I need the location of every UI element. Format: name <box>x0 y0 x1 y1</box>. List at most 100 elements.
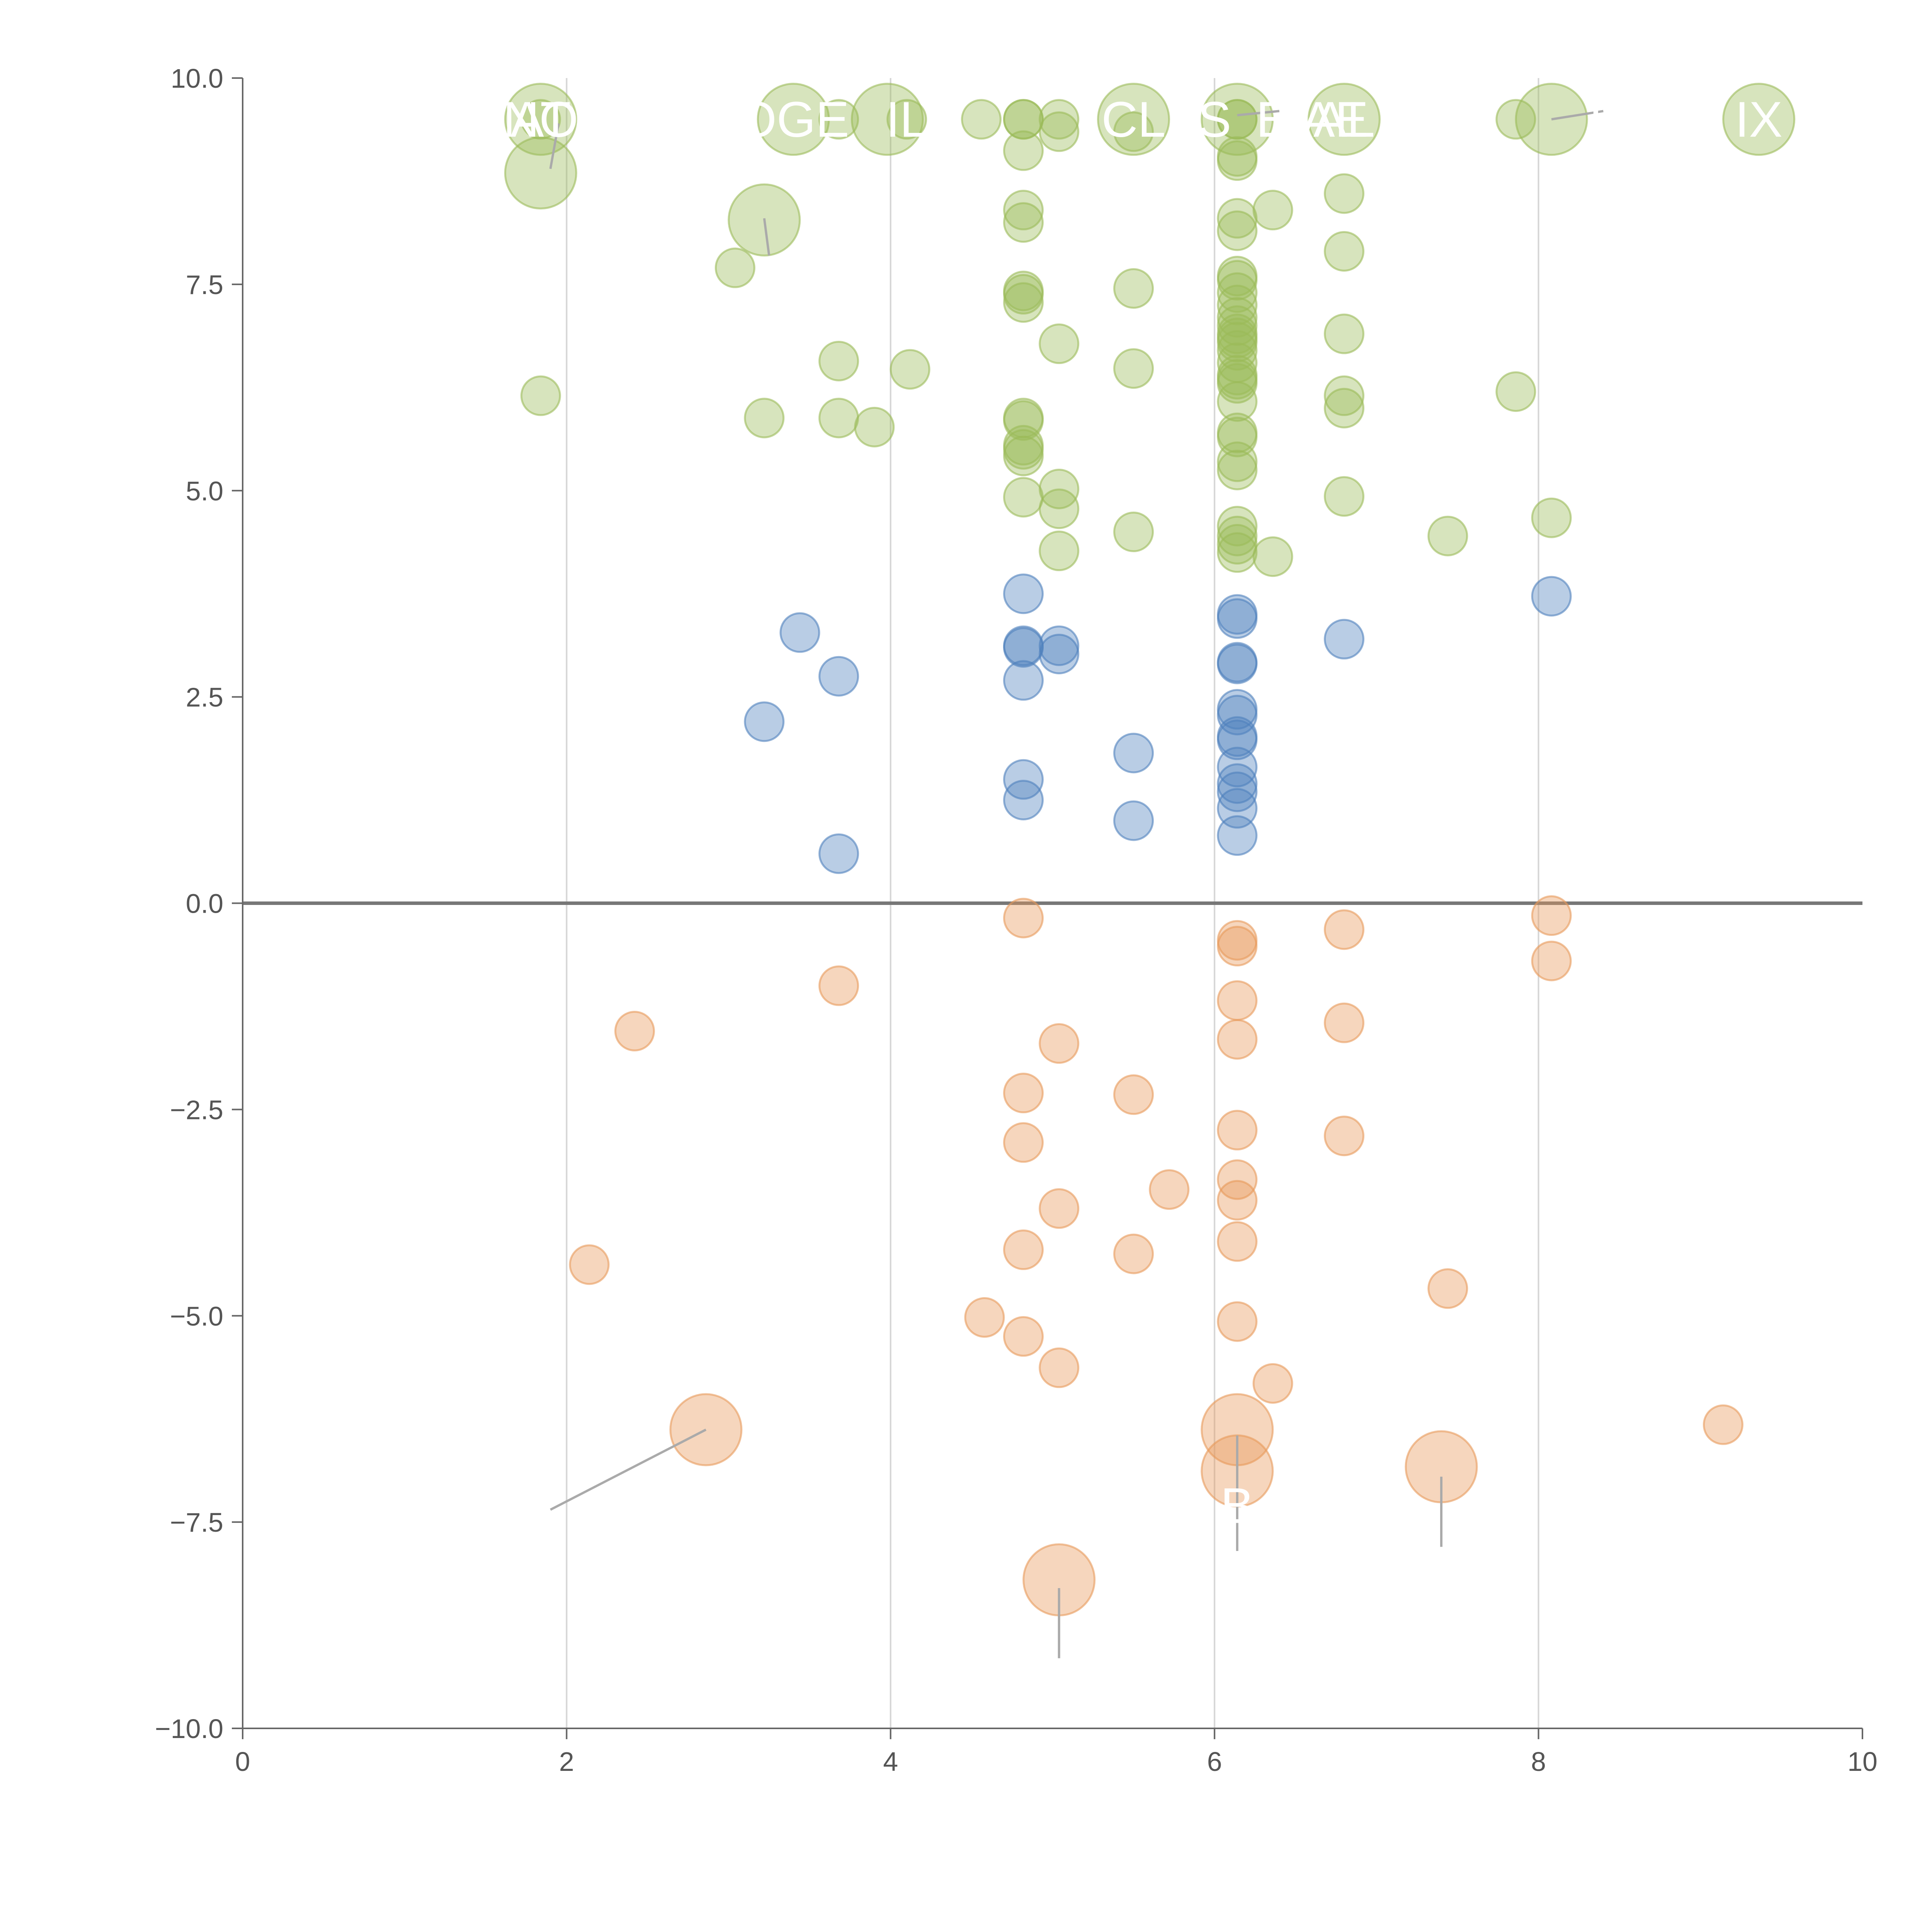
annotation-leader-line <box>549 123 560 169</box>
y-tick-label: 0.0 <box>186 889 223 919</box>
data-point-green <box>1217 140 1258 181</box>
data-point-blue <box>1039 625 1080 666</box>
data-point-blue <box>744 701 785 742</box>
data-point-blue <box>1217 695 1258 736</box>
data-point-green <box>1217 198 1258 239</box>
data-point-orange <box>1113 1233 1154 1274</box>
y-tick-label: −7.5 <box>170 1507 223 1537</box>
data-point-green <box>961 99 1002 140</box>
data-point-green <box>1324 375 1365 416</box>
data-point-green <box>1003 202 1044 243</box>
data-point-orange <box>1039 1023 1080 1064</box>
data-point-green <box>1217 441 1258 482</box>
data-point-orange <box>964 1297 1005 1338</box>
data-point-green-large <box>504 136 577 210</box>
y-tick-label: −10.0 <box>155 1714 223 1744</box>
data-point-green <box>1324 173 1365 214</box>
data-point-blue <box>1217 771 1258 812</box>
data-point-orange <box>1217 1019 1258 1060</box>
data-point-orange <box>1039 1347 1080 1388</box>
data-point-orange <box>818 965 859 1006</box>
data-point-green <box>1217 524 1258 565</box>
data-point-green <box>818 398 859 439</box>
annotation-label: AL <box>1313 91 1375 148</box>
data-point-green <box>1217 515 1258 556</box>
x-tick-label: 4 <box>883 1747 898 1777</box>
annotation-leader-line <box>550 1429 707 1511</box>
x-tick-label: 6 <box>1207 1747 1222 1777</box>
data-point-green-large <box>757 83 830 156</box>
annotation-label: AT <box>510 91 571 148</box>
data-point-orange <box>1217 980 1258 1021</box>
data-point-orange <box>1003 1229 1044 1270</box>
data-point-orange <box>1702 1404 1743 1445</box>
data-point-green <box>1003 190 1044 231</box>
data-point-green <box>1113 268 1154 309</box>
data-point-blue <box>818 833 859 874</box>
series-orange <box>569 895 1743 1445</box>
data-point-orange <box>1113 1074 1154 1115</box>
data-point-orange <box>1217 1301 1258 1342</box>
data-point-orange <box>1003 1122 1044 1163</box>
data-point-green <box>1113 348 1154 389</box>
data-point-green <box>1217 381 1258 422</box>
annotation-label: E <box>1256 91 1290 148</box>
data-point-green-large <box>1097 83 1170 156</box>
annotation-label: IL <box>886 91 928 148</box>
series-orange-large <box>669 1393 1478 1617</box>
annotation-label: B <box>1221 1477 1254 1534</box>
data-point-orange <box>1531 895 1572 936</box>
data-point-green <box>1217 449 1258 490</box>
x-tick-label: 0 <box>235 1747 250 1777</box>
data-point-orange <box>1003 1316 1044 1357</box>
y-tick-label: 5.0 <box>186 476 223 506</box>
annotation-label: L <box>1589 91 1617 148</box>
data-point-blue <box>1217 815 1258 856</box>
data-point-green <box>1217 363 1258 404</box>
y-tick-label: 10.0 <box>171 63 223 94</box>
data-point-orange <box>1217 1159 1258 1200</box>
data-point-green <box>714 247 755 288</box>
data-point-green-large <box>1515 83 1588 156</box>
data-point-green <box>1324 313 1365 354</box>
data-point-blue <box>1039 634 1080 675</box>
data-point-green <box>1324 476 1365 517</box>
data-point-orange <box>1531 940 1572 981</box>
x-tick-label: 8 <box>1531 1747 1546 1777</box>
y-tick-label: −2.5 <box>170 1095 223 1125</box>
data-point-green <box>1003 274 1044 315</box>
data-point-green <box>1217 260 1258 301</box>
data-point-green <box>1003 435 1044 476</box>
data-point-green <box>1252 190 1293 231</box>
annotation-leader-line <box>1551 110 1604 121</box>
series-blue <box>744 573 1572 874</box>
data-point-green <box>1113 111 1154 152</box>
data-point-green <box>1217 99 1258 140</box>
tick-labels: 10.0 7.5 5.0 2.5 0.0 −2.5 −5.0 −7.5 −10.0 0 2 4 6 8 10 <box>155 63 1878 1777</box>
data-point-blue <box>1003 573 1044 614</box>
data-point-orange <box>1427 1268 1468 1309</box>
data-point-orange <box>1217 1110 1258 1151</box>
data-point-green <box>1252 536 1293 577</box>
data-points <box>504 83 1796 1617</box>
data-point-green <box>1039 488 1080 529</box>
data-point-green-large <box>504 83 577 156</box>
data-point-blue <box>1003 627 1044 668</box>
data-point-orange <box>1217 926 1258 967</box>
y-tick-label: −5.0 <box>170 1301 223 1331</box>
y-tick-label: 2.5 <box>186 682 223 713</box>
annotation-label: IX <box>1735 91 1782 148</box>
annotation-label: CL <box>1102 91 1166 148</box>
y-tick-label: 7.5 <box>186 270 223 300</box>
data-point-green <box>1217 305 1258 346</box>
data-point-green <box>889 349 930 390</box>
data-point-orange <box>1003 898 1044 939</box>
data-point-green <box>1217 417 1258 457</box>
data-point-blue <box>1003 660 1044 701</box>
data-point-blue <box>1113 800 1154 841</box>
data-point-green <box>1003 130 1044 171</box>
data-point-blue <box>1217 763 1258 804</box>
data-point-blue <box>818 656 859 697</box>
data-point-blue <box>779 612 820 653</box>
